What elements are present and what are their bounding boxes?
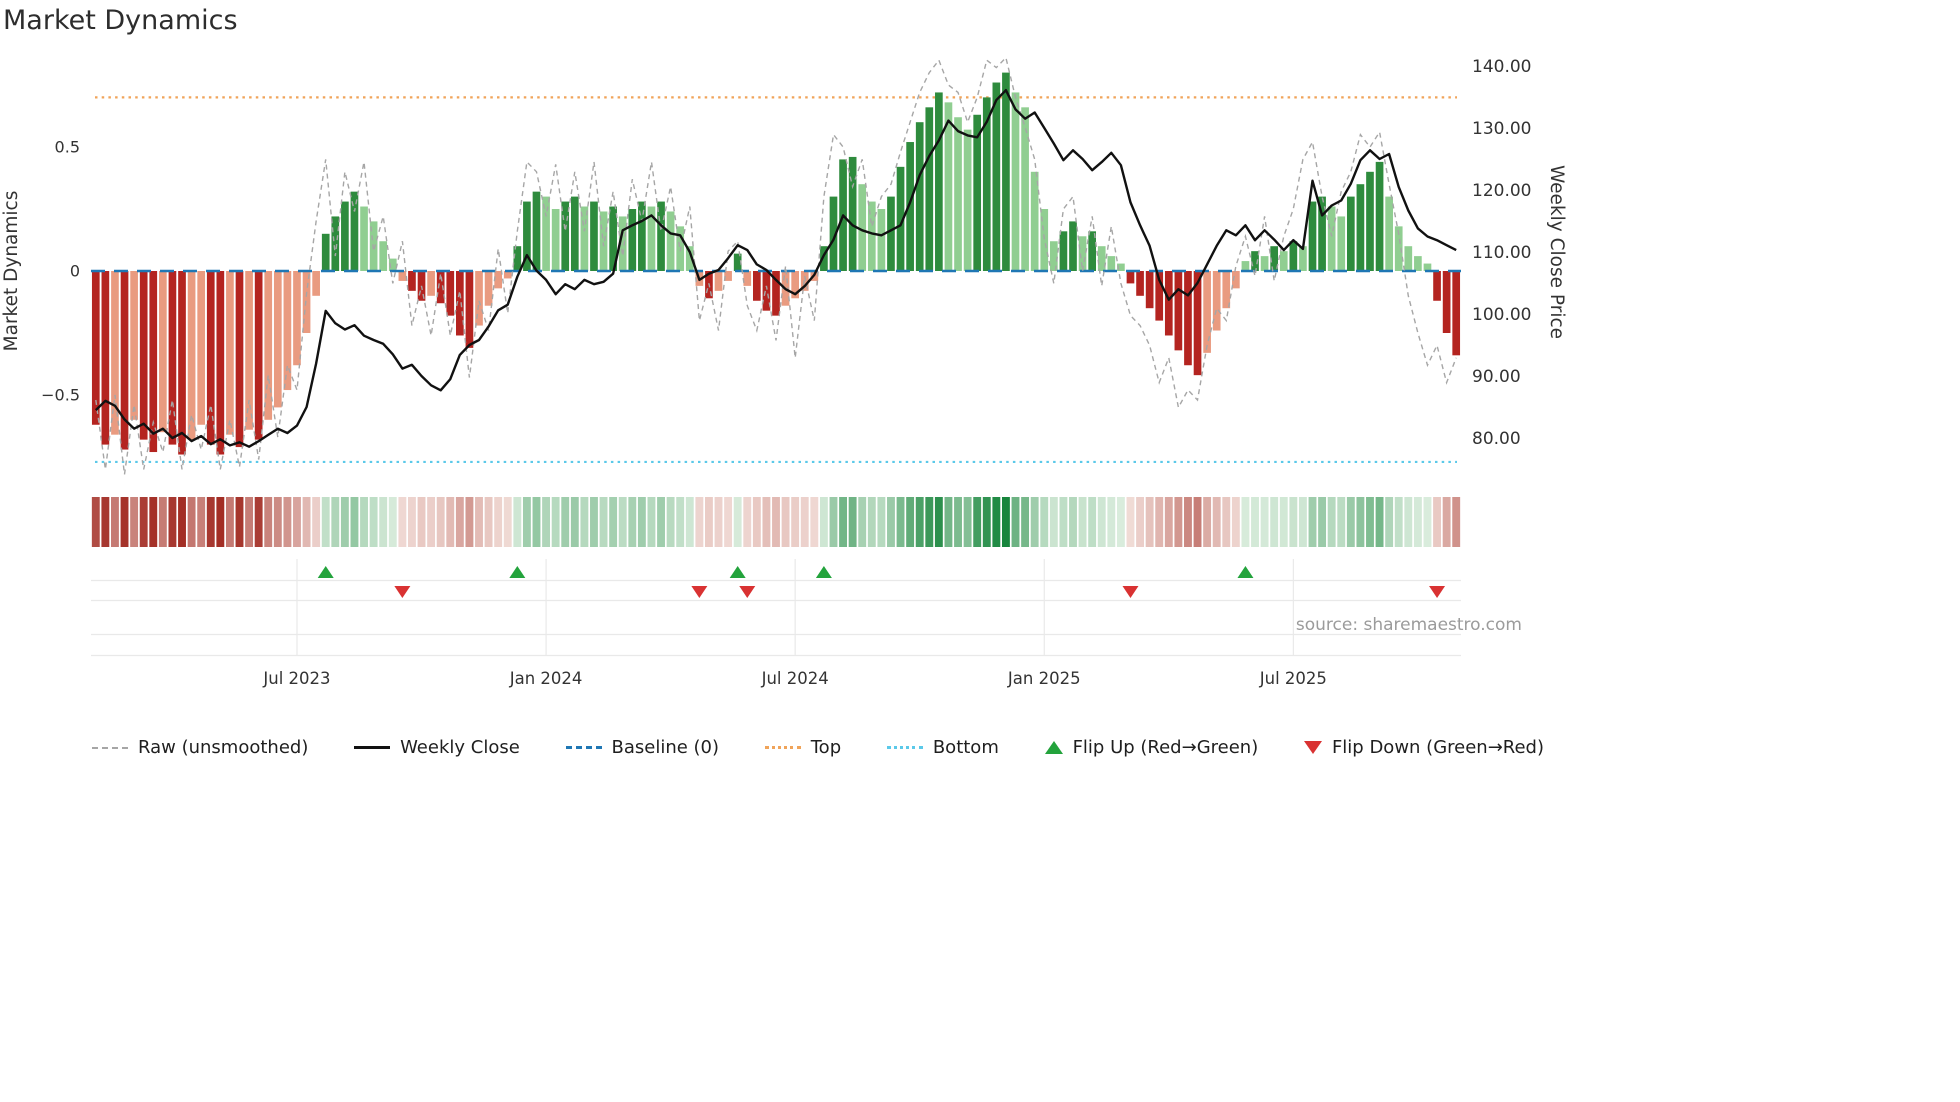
oscillator-bars: [91, 72, 1461, 455]
legend-label: Raw (unsmoothed): [138, 737, 309, 758]
legend-label: Baseline (0): [611, 737, 720, 758]
legend-item-weekly-close: Weekly Close: [354, 737, 520, 758]
market-dynamics-plot: 0.5 0 −0.5 140.00 130.00 120.00 110.00 100.00 90…: [1, 56, 1567, 688]
legend-label: Bottom: [932, 737, 999, 758]
flip-markers: [317, 566, 1446, 598]
left-axis-title: Market Dynamics: [1, 191, 22, 352]
legend-item-baseline: Baseline (0): [565, 737, 720, 758]
legend-item-raw: Raw (unsmoothed): [92, 737, 308, 758]
svg-text:100.00: 100.00: [1472, 305, 1531, 325]
legend-item-flip-down: Flip Down (Green→Red): [1303, 737, 1544, 758]
bottom-line-swatch-icon: [886, 746, 923, 749]
legend-item-bottom: Bottom: [886, 737, 999, 758]
right-axis-ticks: 140.00 130.00 120.00 110.00 100.00 90.00 80.00: [1472, 57, 1531, 449]
close-line-swatch-icon: [354, 746, 391, 749]
x-axis-ticks: Jul 2023 Jan 2024 Jul 2024 Jan 2025 Jul 2025: [262, 669, 1327, 688]
legend-item-flip-up: Flip Up (Red→Green): [1044, 737, 1259, 758]
svg-text:110.00: 110.00: [1472, 243, 1531, 263]
left-axis-ticks: 0.5 0 −0.5: [41, 138, 80, 405]
legend-label: Flip Up (Red→Green): [1072, 737, 1259, 758]
svg-text:Jul 2024: Jul 2024: [761, 669, 829, 688]
legend-item-top: Top: [764, 737, 842, 758]
svg-text:120.00: 120.00: [1472, 181, 1531, 201]
svg-text:Market Dynamics: Market Dynamics: [1, 191, 22, 352]
marker-subplot-grid: [91, 559, 1461, 657]
svg-text:Jan 2025: Jan 2025: [1007, 669, 1081, 688]
legend-label: Flip Down (Green→Red): [1331, 737, 1544, 758]
flip-up-triangle-icon: [1044, 741, 1063, 754]
legend-label: Weekly Close: [400, 737, 520, 758]
svg-text:130.00: 130.00: [1472, 119, 1531, 139]
weekly-close-line: [94, 88, 1457, 448]
flip-down-triangle-icon: [1303, 741, 1322, 754]
heatmap-strip: [91, 497, 1461, 547]
top-line-swatch-icon: [764, 746, 801, 749]
svg-text:Weekly Close Price: Weekly Close Price: [1546, 165, 1567, 339]
svg-text:0: 0: [70, 262, 80, 281]
baseline-swatch-icon: [565, 746, 602, 749]
legend-label: Top: [810, 737, 842, 758]
svg-text:0.5: 0.5: [55, 138, 80, 157]
raw-line: [95, 56, 1457, 475]
raw-line-swatch-icon: [92, 746, 128, 749]
svg-text:Jul 2025: Jul 2025: [1259, 669, 1327, 688]
svg-text:Jan 2024: Jan 2024: [509, 669, 583, 688]
svg-text:90.00: 90.00: [1472, 367, 1521, 387]
svg-text:80.00: 80.00: [1472, 429, 1521, 449]
svg-text:140.00: 140.00: [1472, 57, 1531, 77]
source-attribution: source: sharemaestro.com: [1295, 615, 1522, 635]
svg-text:−0.5: −0.5: [41, 386, 80, 405]
page-title: Market Dynamics: [3, 5, 238, 36]
legend: Raw (unsmoothed) Weekly Close Baseline (…: [92, 737, 1544, 758]
right-axis-title: Weekly Close Price: [1546, 165, 1567, 339]
svg-text:Jul 2023: Jul 2023: [262, 669, 330, 688]
